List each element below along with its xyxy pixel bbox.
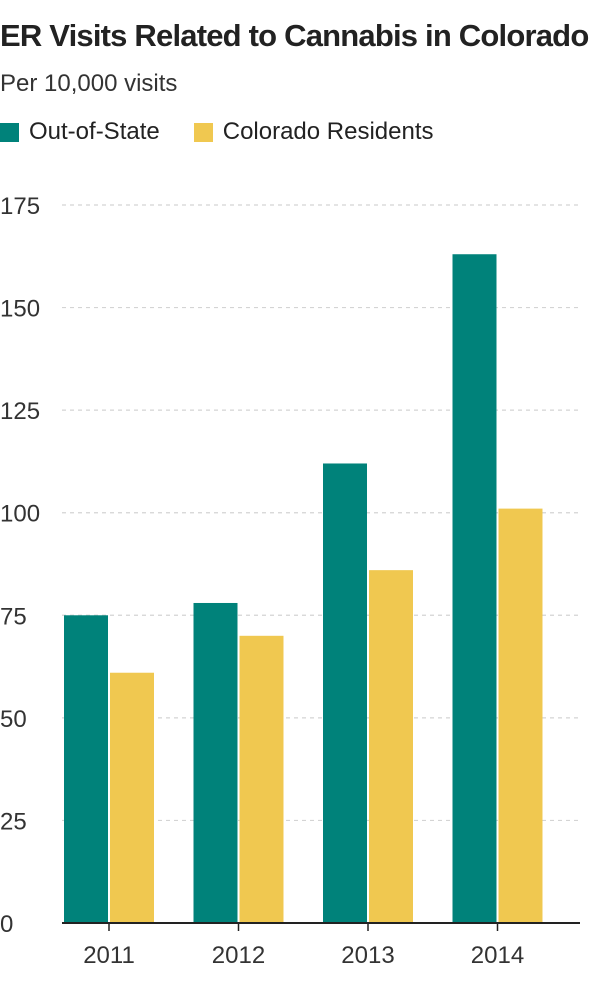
- x-tick-label-2013: 2013: [341, 942, 394, 969]
- legend-swatch-colorado-residents: [193, 122, 213, 142]
- legend-swatch-out-of-state: [0, 122, 19, 142]
- y-tick-label-25: 25: [0, 808, 27, 835]
- legend-label-out-of-state: Out-of-State: [29, 118, 160, 145]
- y-tick-label-125: 125: [0, 398, 40, 425]
- y-tick-label-175: 175: [0, 193, 40, 220]
- bar-colorado-residents-2013: [369, 570, 413, 923]
- y-tick-label-0: 0: [0, 911, 13, 938]
- chart-subtitle: Per 10,000 visits: [0, 70, 178, 97]
- x-tick-label-2014: 2014: [471, 942, 524, 969]
- bar-colorado-residents-2014: [498, 508, 543, 923]
- legend-item-out-of-state: Out-of-State: [0, 118, 160, 146]
- bar-out-of-state-2011: [64, 615, 108, 923]
- x-tick-label-2012: 2012: [212, 942, 265, 969]
- bar-out-of-state-2013: [323, 463, 367, 923]
- y-tick-label-100: 100: [0, 501, 40, 528]
- y-tick-label-50: 50: [0, 706, 27, 733]
- bar-colorado-residents-2012: [239, 635, 284, 923]
- bar-out-of-state-2014: [452, 254, 497, 924]
- legend-label-colorado-residents: Colorado Residents: [222, 118, 434, 145]
- x-tick-label-2011: 2011: [83, 942, 135, 969]
- y-tick-label-75: 75: [0, 603, 27, 630]
- bar-colorado-residents-2011: [110, 672, 154, 923]
- legend-item-colorado-residents: Colorado Residents: [193, 118, 434, 146]
- chart-legend: Out-of-State Colorado Residents: [0, 118, 468, 146]
- chart-title: ER Visits Related to Cannabis in Colorad…: [0, 18, 589, 53]
- y-tick-label-150: 150: [0, 296, 40, 323]
- bar-out-of-state-2012: [193, 602, 238, 923]
